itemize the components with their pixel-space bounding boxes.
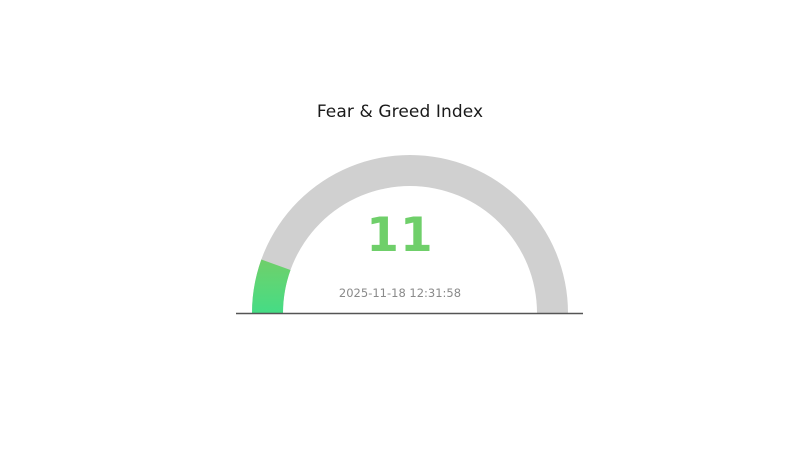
page-title: Fear & Greed Index bbox=[316, 102, 484, 122]
gauge-value-readout: 11 bbox=[366, 208, 434, 263]
gauge-value-arc bbox=[252, 259, 291, 313]
gauge-timestamp: 2025-11-18 12:31:58 bbox=[338, 286, 462, 300]
gauge-track-arc bbox=[252, 155, 568, 313]
